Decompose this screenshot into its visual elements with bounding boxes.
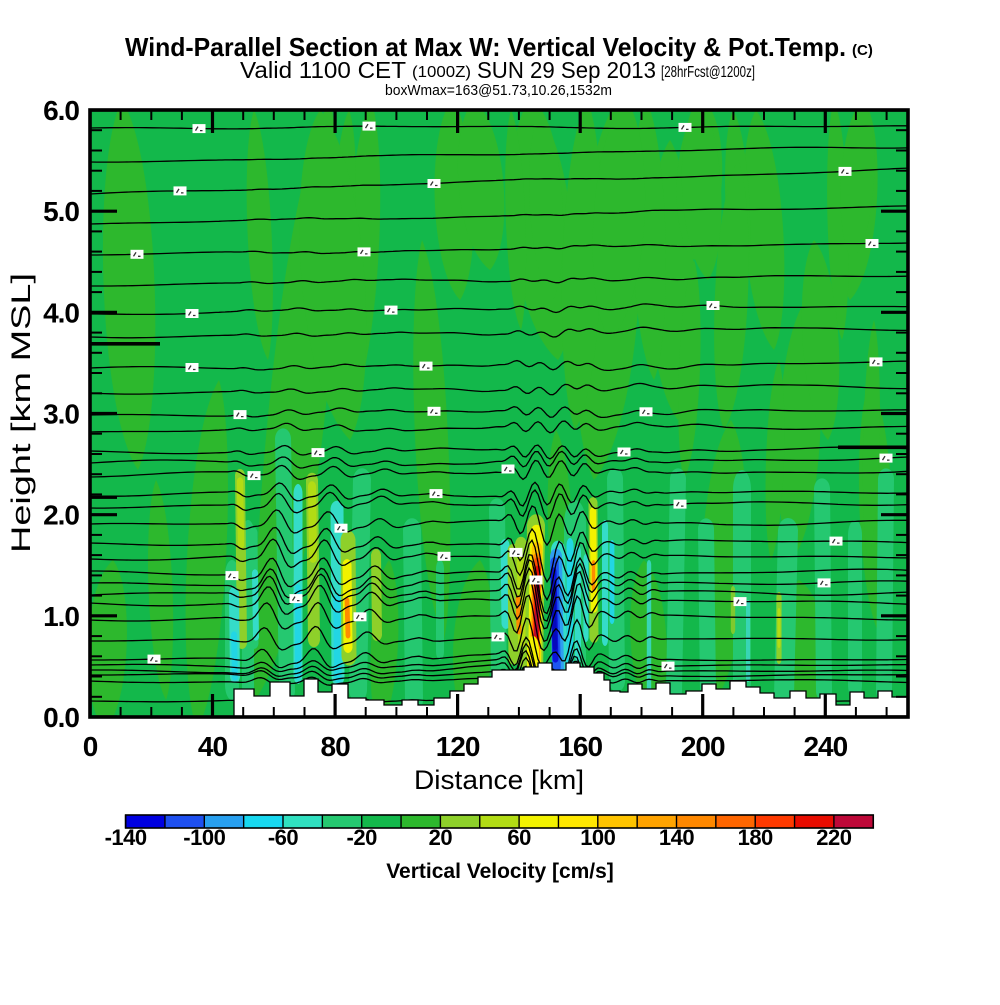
svg-text:-100: -100 (183, 825, 225, 850)
svg-text:2.0: 2.0 (43, 500, 79, 531)
svg-text:-140: -140 (105, 825, 147, 850)
svg-text:5.0: 5.0 (43, 196, 79, 227)
svg-text:Wind-Parallel Section at Max W: Wind-Parallel Section at Max W: Vertical… (125, 32, 846, 62)
svg-text:220: 220 (816, 825, 851, 850)
svg-text:SUN 29 Sep 2013: SUN 29 Sep 2013 (477, 57, 656, 83)
svg-text:240: 240 (803, 731, 847, 762)
svg-text:80: 80 (321, 731, 351, 762)
svg-text:-20: -20 (347, 825, 378, 850)
svg-text:[28hrFcst@1200z]: [28hrFcst@1200z] (661, 64, 755, 81)
svg-text:160: 160 (558, 731, 602, 762)
svg-text:200: 200 (681, 731, 725, 762)
svg-text:100: 100 (580, 825, 615, 850)
svg-text:Valid 1100 CET: Valid 1100 CET (240, 57, 406, 83)
svg-text:Height [km MSL]: Height [km MSL] (6, 273, 36, 553)
svg-text:6.0: 6.0 (43, 95, 79, 126)
svg-text:(C): (C) (852, 42, 873, 59)
svg-text:(1000Z): (1000Z) (412, 64, 471, 81)
svg-text:0: 0 (83, 731, 98, 762)
svg-text:120: 120 (436, 731, 480, 762)
svg-text:Distance [km]: Distance [km] (414, 765, 584, 795)
svg-text:1.0: 1.0 (43, 601, 79, 632)
svg-text:40: 40 (198, 731, 228, 762)
svg-text:3.0: 3.0 (43, 399, 79, 430)
svg-text:60: 60 (507, 825, 531, 850)
svg-text:180: 180 (738, 825, 773, 850)
svg-text:20: 20 (429, 825, 453, 850)
svg-text:boxWmax=163@51.73,10.26,1532m: boxWmax=163@51.73,10.26,1532m (385, 82, 612, 99)
svg-text:0.0: 0.0 (43, 702, 79, 733)
svg-text:-60: -60 (268, 825, 299, 850)
svg-text:4.0: 4.0 (43, 297, 79, 328)
svg-text:Vertical Velocity [cm/s]: Vertical Velocity [cm/s] (386, 860, 614, 883)
svg-text:140: 140 (659, 825, 694, 850)
